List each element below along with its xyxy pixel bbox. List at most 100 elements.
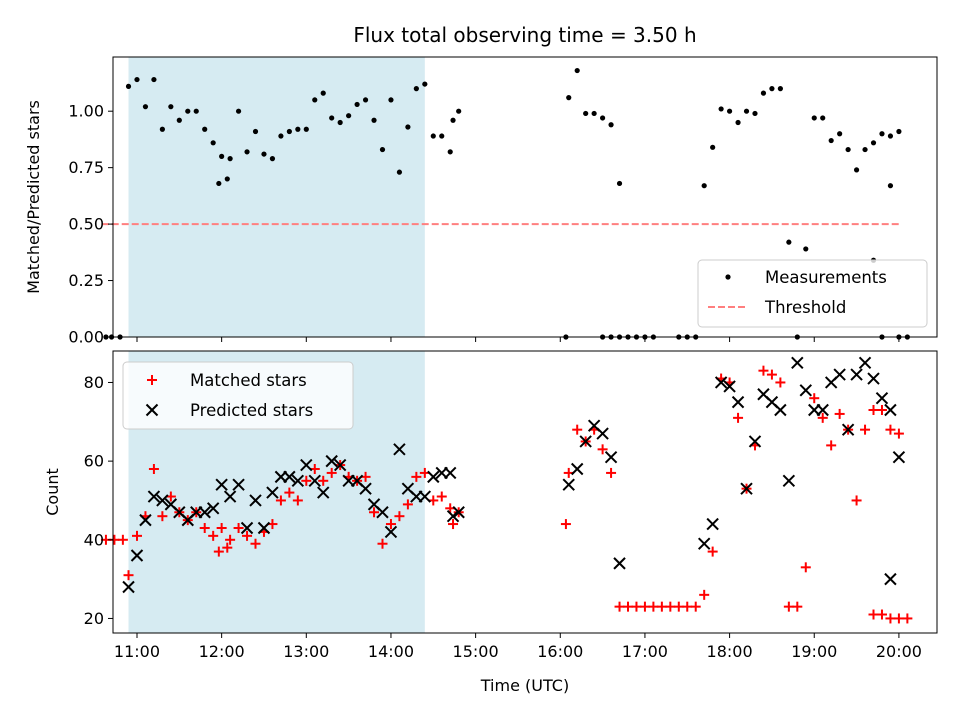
- predicted-star-point-b: [359, 482, 372, 495]
- matched-star-point: [639, 601, 650, 612]
- count-y-ticks: 20 40 60 80: [84, 373, 113, 628]
- predicted-star-point: [283, 470, 296, 484]
- measurement-point: [261, 151, 267, 157]
- matched-star-point: [682, 601, 693, 612]
- ratio-panel: 0.00 0.25 0.50 0.75 1.00 Matched/Predicted s…: [24, 56, 938, 347]
- predicted-star-point: [325, 454, 338, 468]
- ratio-legend: Measurements Threshold: [697, 259, 928, 328]
- predicted-star-point: [393, 443, 406, 456]
- predicted-star-point-b: [884, 403, 897, 417]
- predicted-star-point-b: [198, 506, 211, 519]
- matched-star-point: [733, 412, 744, 423]
- matched-star-point: [690, 601, 701, 612]
- predicted-star-point-b: [147, 490, 161, 503]
- predicted-star-point-b: [748, 435, 762, 448]
- matched-star-point: [707, 546, 718, 557]
- matched-star-point: [885, 424, 896, 435]
- measurement-point: [219, 153, 225, 159]
- predicted-star-point-b: [249, 494, 262, 507]
- matched-star-point: [648, 601, 659, 612]
- measurement-point: [837, 131, 843, 137]
- matched-star-point: [783, 601, 794, 612]
- measurement-point: [777, 86, 783, 92]
- x-tick-label: 18:00: [707, 642, 753, 661]
- measurement-point: [216, 180, 222, 187]
- predicted-star-point-b: [765, 395, 779, 409]
- predicted-star-point: [257, 521, 271, 535]
- predicted-star-point: [446, 509, 460, 523]
- predicted-star-point: [604, 450, 618, 464]
- predicted-star-point: [427, 470, 440, 484]
- measurement-point: [210, 140, 216, 146]
- measurement-point: [295, 126, 301, 132]
- measurement-point: [701, 183, 707, 189]
- matched-star-point: [572, 424, 583, 435]
- x-tick-label: 11:00: [114, 642, 160, 661]
- predicted-star-point: [223, 490, 237, 503]
- measurement-point: [176, 117, 182, 123]
- matched-star-point: [275, 495, 286, 506]
- predicted-star-point-b: [714, 376, 728, 389]
- matched-star-point: [411, 471, 422, 482]
- y-tick-label: 0.75: [68, 158, 104, 177]
- predicted-star-point: [714, 376, 728, 389]
- measurement-point: [320, 90, 326, 96]
- count-legend-box: [122, 361, 354, 430]
- matched-star-point: [560, 519, 571, 530]
- predicted-star-point: [308, 474, 321, 487]
- predicted-star-point: [147, 490, 161, 503]
- y-tick-label: 0.25: [68, 271, 104, 290]
- matched-star-point: [885, 613, 896, 624]
- predicted-star-point-b: [604, 450, 618, 464]
- matched-star-point: [292, 495, 303, 506]
- predicted-star-point-b: [706, 517, 719, 531]
- matched-star-point: [834, 408, 845, 419]
- y-tick-label: 1.00: [68, 102, 104, 121]
- measurement-point: [726, 108, 733, 114]
- matched-star-point: [800, 562, 811, 573]
- matched-star-point: [614, 601, 625, 612]
- predicted-star-point-b: [240, 521, 254, 535]
- matched-star-point: [448, 519, 459, 530]
- matched-star-point: [597, 444, 608, 455]
- measurement-point: [303, 126, 309, 132]
- matched-star-point: [250, 538, 261, 549]
- predicted-star-point-b: [587, 419, 601, 432]
- matched-star-point: [222, 542, 233, 553]
- matched-star-point: [436, 491, 447, 502]
- predicted-star-point-b: [596, 427, 609, 440]
- matched-star-point: [606, 467, 617, 478]
- measurement-point: [735, 119, 741, 126]
- predicted-star-point-b: [257, 521, 271, 535]
- matched-star-point: [301, 475, 312, 486]
- predicted-star-point: [579, 435, 592, 448]
- measurement-point: [159, 126, 165, 132]
- matched-star-point: [673, 601, 684, 612]
- predicted-star-point: [697, 537, 711, 550]
- measurement-point: [269, 156, 276, 162]
- matched-star-point: [233, 522, 244, 533]
- predicted-star-point-b: [427, 470, 440, 484]
- measurement-point: [447, 149, 453, 155]
- predicted-star-point: [858, 356, 872, 370]
- legend-plus: [147, 375, 157, 385]
- matched-star-point: [216, 522, 227, 533]
- measurement-point: [608, 122, 614, 128]
- matched-star-point: [851, 495, 862, 506]
- matched-star-point: [225, 534, 236, 545]
- x-tick-label: 13:00: [283, 642, 329, 661]
- y-tick-label: 60: [84, 452, 104, 471]
- measurement-point: [430, 133, 436, 139]
- x-tick-label: 15:00: [453, 642, 499, 661]
- matched-star-point: [699, 589, 710, 600]
- predicted-star-point-b: [376, 506, 389, 519]
- matched-star-point: [623, 601, 633, 612]
- legend-cross: [145, 403, 159, 417]
- measurement-point: [362, 97, 369, 103]
- predicted-star-point-b: [562, 478, 575, 491]
- matched-star-point: [385, 519, 396, 530]
- matched-star-point: [131, 530, 142, 541]
- legend-threshold-label: Threshold: [764, 298, 846, 317]
- measurement-point: [405, 124, 411, 130]
- predicted-star-point: [317, 486, 330, 499]
